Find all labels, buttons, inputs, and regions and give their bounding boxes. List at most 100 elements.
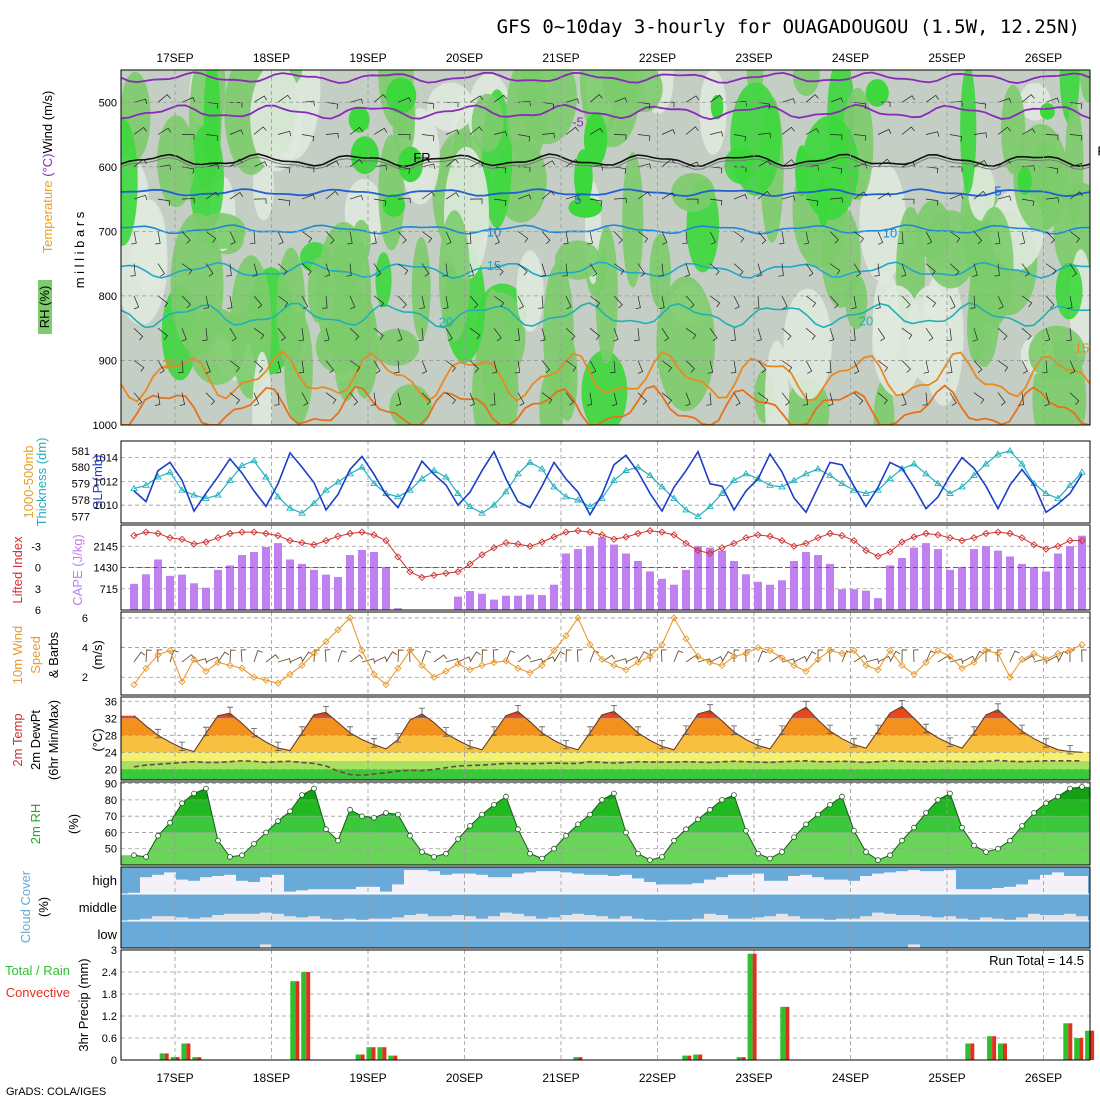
lifted-index-point xyxy=(814,534,822,542)
cloud-bar-middle xyxy=(140,918,152,921)
rh-point xyxy=(887,852,893,858)
wind-barb xyxy=(565,126,579,135)
rh-blob-high xyxy=(1039,103,1055,120)
wind-barb xyxy=(349,654,363,663)
cape-label: CAPE (J/kg) xyxy=(70,534,85,606)
wind-barb xyxy=(730,328,736,342)
wind-barb xyxy=(589,94,603,103)
cape-bar xyxy=(802,552,810,610)
wind-barb xyxy=(1045,166,1059,174)
lifted-index-point xyxy=(898,538,906,546)
wind-barb xyxy=(277,231,284,245)
rh-blob xyxy=(427,82,474,132)
lifted-index-point xyxy=(502,539,510,547)
cloud-bar-middle xyxy=(296,917,308,921)
wind-barb xyxy=(517,295,524,310)
wind-barb xyxy=(349,295,356,310)
wind-barb xyxy=(637,263,646,277)
cloud-bar-high xyxy=(896,871,908,894)
wind-barb xyxy=(661,158,675,168)
wind-barb xyxy=(649,649,656,663)
wind-barb xyxy=(997,649,1003,663)
wind-barb xyxy=(181,97,196,103)
wind-barb xyxy=(709,198,723,206)
rh-blob xyxy=(471,93,504,152)
wind-barb xyxy=(589,127,604,135)
rh-point xyxy=(479,811,485,818)
wind-barb xyxy=(397,134,411,140)
temp-minmax-bar xyxy=(419,707,425,717)
cape-bar xyxy=(826,563,834,610)
lifted-index-point xyxy=(670,531,678,539)
cape-bar xyxy=(514,595,522,610)
wind-barb xyxy=(229,649,236,663)
wind-barb xyxy=(301,231,313,243)
wind-speed-point xyxy=(478,661,486,670)
cloud-bar-middle xyxy=(380,918,392,921)
wind-barb xyxy=(469,95,484,103)
wind-barb xyxy=(370,392,377,406)
wind-barb xyxy=(946,328,952,342)
cape-bar xyxy=(214,569,222,610)
cloud-bar-middle xyxy=(704,913,716,921)
temp-band xyxy=(121,760,1090,770)
wind-speed-point xyxy=(898,661,906,670)
cape-bar xyxy=(550,584,558,610)
rh-blob xyxy=(960,70,977,194)
wind-speed-point xyxy=(154,651,162,659)
wind-speed-point xyxy=(202,667,210,675)
wind-barb xyxy=(457,656,472,663)
wind-speed-point xyxy=(430,673,438,681)
thickness-point xyxy=(190,491,198,498)
wind-speed-point xyxy=(610,661,618,670)
wind-barb xyxy=(1021,360,1028,374)
cloud-bar-high xyxy=(176,879,188,894)
wind-barb xyxy=(397,649,404,663)
rh-point xyxy=(131,852,137,858)
thickness-label: Thickness (dm) xyxy=(34,438,49,527)
cloud-level-label: low xyxy=(97,927,117,942)
temp-minmax-bar xyxy=(587,726,593,736)
rh-blob xyxy=(389,384,432,425)
lifted-tick-label: 3 xyxy=(35,584,41,596)
wind-barb xyxy=(181,198,195,204)
wind-barb xyxy=(637,360,644,374)
rh-blob xyxy=(438,210,470,342)
wind-barb xyxy=(421,101,435,109)
wind-barb xyxy=(829,166,843,174)
wind-barb xyxy=(949,134,963,142)
wind-barb xyxy=(994,263,1000,277)
pressure-tick-label: 700 xyxy=(99,226,117,238)
wind-barb xyxy=(277,166,291,174)
lifted-index-point xyxy=(886,548,894,556)
temperature-contour xyxy=(121,153,1090,168)
lifted-index-point xyxy=(826,529,834,538)
wind10-label: 10m Wind xyxy=(10,626,25,685)
wind-barb xyxy=(421,263,430,277)
rh-blob xyxy=(157,115,195,208)
cloud-bar-high xyxy=(296,890,308,894)
wind-barb xyxy=(685,126,699,135)
wind-barb xyxy=(730,360,737,374)
temp-minmax-bar xyxy=(323,706,329,716)
lifted-index-point xyxy=(286,536,294,545)
cloud-bar-middle xyxy=(452,915,464,921)
lifted-index-point xyxy=(970,534,978,542)
wind-barb xyxy=(661,129,676,135)
wind10-axis-label-1: 10m Wind xyxy=(10,626,25,685)
cloud-bar-middle xyxy=(200,917,212,921)
cloud-bar-high xyxy=(452,873,464,894)
rh-point xyxy=(503,793,509,800)
wind-barb xyxy=(875,295,881,310)
wind-barb xyxy=(709,231,716,245)
cloud-bar-high xyxy=(944,870,956,894)
wind-barb xyxy=(853,654,868,663)
lifted-index-point xyxy=(454,568,462,576)
wind-barb xyxy=(949,231,961,243)
cloud-bar-high xyxy=(248,882,260,894)
rh-point xyxy=(1007,837,1013,844)
wind-barb xyxy=(925,131,940,137)
temp-minmax-bar xyxy=(155,728,161,739)
lifted-index-point xyxy=(598,531,606,539)
precip-total-bar xyxy=(747,953,753,1060)
